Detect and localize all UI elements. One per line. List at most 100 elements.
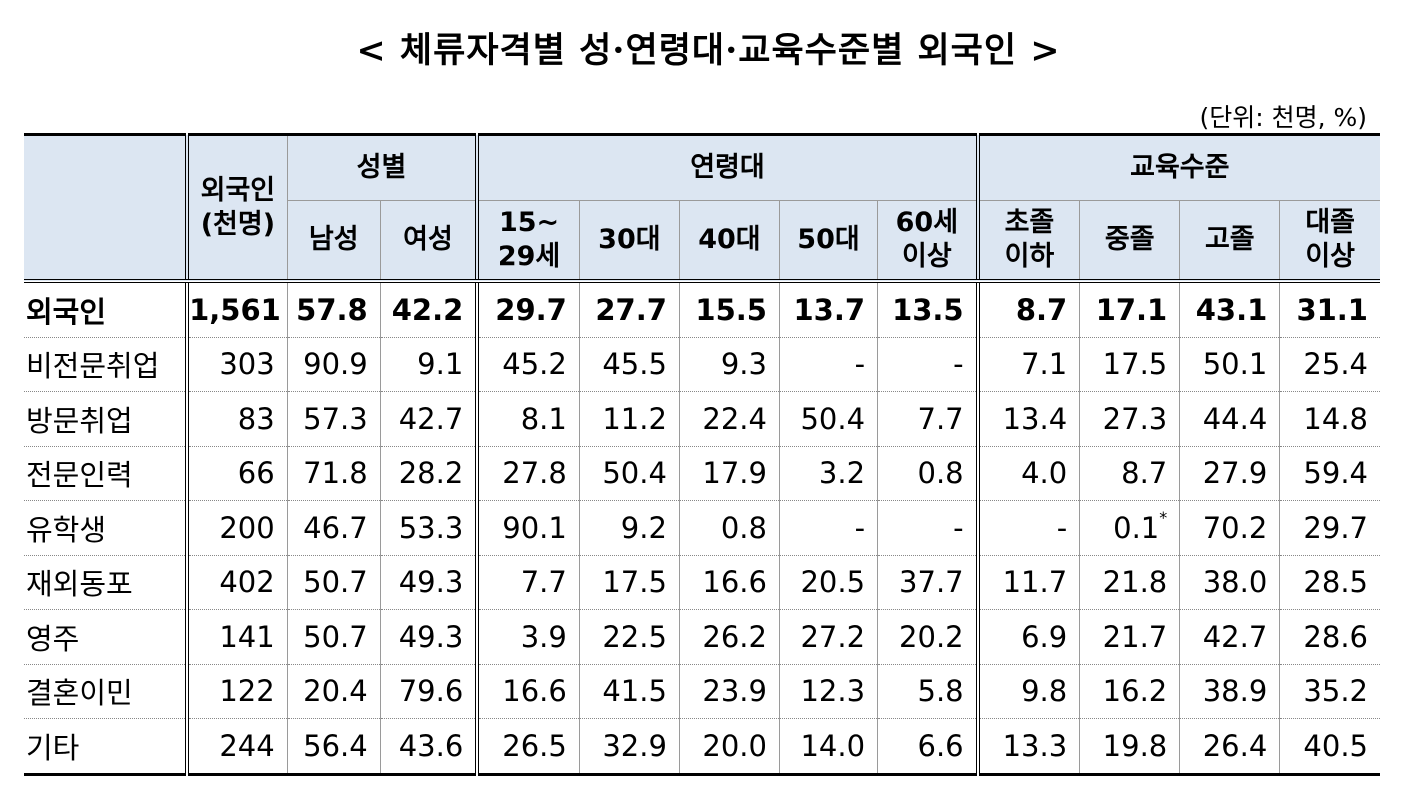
table-row: 재외동포 402 50.7 49.3 7.7 17.5 16.6 20.5 37.7 11.7 21… xyxy=(24,554,1380,610)
cell: 16.2 xyxy=(1079,663,1180,719)
cell: 11.2 xyxy=(578,391,680,446)
cell: - xyxy=(778,500,878,555)
cell: 20.5 xyxy=(778,554,878,610)
cell: 56.4 xyxy=(286,718,381,774)
cell: 4.0 xyxy=(975,445,1080,501)
header-line: 중졸 xyxy=(1104,224,1155,255)
cell: 27.2 xyxy=(778,609,878,664)
table-row: 기타 244 56.4 43.6 26.5 32.9 20.0 14.0 6.6 13.3 19.8… xyxy=(24,718,1380,774)
cell: 122 xyxy=(185,663,288,719)
cell: 303 xyxy=(185,336,288,392)
cell: 7.7 xyxy=(475,554,580,610)
header-line: 대졸 xyxy=(1305,207,1355,238)
cell: 22.5 xyxy=(578,609,680,664)
table-row: 외국인 1,561 57.8 42.2 29.7 27.7 15.5 13.7 13.5 8.7 1… xyxy=(24,281,1380,337)
cell: 38.9 xyxy=(1179,663,1280,719)
cell: 90.1 xyxy=(475,500,580,555)
cell: 16.6 xyxy=(678,554,780,610)
cell: 8.1 xyxy=(475,391,580,446)
cell: 1,561 xyxy=(185,281,288,337)
cell: 9.3 xyxy=(678,336,780,392)
cell: 27.3 xyxy=(1079,391,1180,446)
cell: 13.5 xyxy=(877,281,978,337)
cell: 17.9 xyxy=(678,445,780,501)
cell: 141 xyxy=(185,609,288,664)
header-line: 29세 xyxy=(497,241,561,272)
row-label: 기타 xyxy=(24,718,188,774)
cell: 7.1 xyxy=(975,336,1080,392)
cell: 11.7 xyxy=(975,554,1080,610)
column-header: 중졸 xyxy=(1079,200,1180,283)
cell: 6.9 xyxy=(975,609,1080,664)
group-header: 연령대 xyxy=(475,134,978,201)
cell: 6.6 xyxy=(877,718,978,774)
cell: 3.2 xyxy=(778,445,878,501)
header-line: 15~ xyxy=(498,207,560,238)
row-label: 방문취업 xyxy=(24,391,188,446)
row-label: 결혼이민 xyxy=(24,663,188,719)
row-label: 비전문취업 xyxy=(24,336,188,392)
header-row: 외국인 (천명) 성별 연령대 교육수준 xyxy=(24,134,1380,283)
title: < 체류자격별 성·연령대·교육수준별 외국인 > xyxy=(356,30,1061,71)
header-line: 고졸 xyxy=(1204,224,1255,255)
cell: 0.8 xyxy=(678,500,780,555)
row-label: 전문인력 xyxy=(24,445,188,501)
header-line: 30대 xyxy=(598,224,661,255)
cell: 37.7 xyxy=(877,554,978,610)
cell: 14.0 xyxy=(778,718,878,774)
cell: 70.2 xyxy=(1179,500,1280,555)
cell: 5.8 xyxy=(877,663,978,719)
cell: 13.3 xyxy=(975,718,1080,774)
cell: 21.8 xyxy=(1079,554,1180,610)
cell: 26.5 xyxy=(475,718,580,774)
cell: 38.0 xyxy=(1179,554,1280,610)
cell: 17.5 xyxy=(578,554,680,610)
header-row: 남성 여성 15~ 29세 30대 40대 50대 60세 이상 초졸 이하 중졸 고졸 대졸 이상 xyxy=(24,200,1380,283)
cell: 50.7 xyxy=(286,609,381,664)
column-header: 60세 이상 xyxy=(877,200,978,283)
column-header: 15~ 29세 xyxy=(475,200,580,283)
cell: 35.2 xyxy=(1279,663,1380,719)
cell: 42.2 xyxy=(379,281,478,337)
header-line: 외국인 xyxy=(200,174,276,206)
cell: 31.1 xyxy=(1279,281,1380,337)
cell: 200 xyxy=(185,500,288,555)
header-line: 남성 xyxy=(308,224,359,255)
table-row: 결혼이민 122 20.4 79.6 16.6 41.5 23.9 12.3 5.8 9.8 16.… xyxy=(24,663,1380,719)
cell: 19.8 xyxy=(1079,718,1180,774)
cell: 28.5 xyxy=(1279,554,1380,610)
unit-label: (단위: 천명, %) xyxy=(1199,103,1367,132)
cell: 15.5 xyxy=(678,281,780,337)
table-row: 영주 141 50.7 49.3 3.9 22.5 26.2 27.2 20.2 6.9 21.7 4… xyxy=(24,609,1380,664)
cell: 43.1 xyxy=(1179,281,1280,337)
group-header: 성별 xyxy=(286,134,478,201)
header-line: 이하 xyxy=(1004,241,1055,272)
cell: 46.7 xyxy=(286,500,381,555)
column-header: 고졸 xyxy=(1179,200,1280,283)
cell: 28.2 xyxy=(379,445,478,501)
cell: 8.7 xyxy=(1079,445,1180,501)
cell: - xyxy=(975,500,1080,555)
header-line: 이상 xyxy=(901,241,952,272)
cell: 8.7 xyxy=(975,281,1080,337)
cell-note-mark: * xyxy=(1159,508,1168,528)
cell: 20.4 xyxy=(286,663,381,719)
cell: 42.7 xyxy=(379,391,478,446)
header-line: 60세 xyxy=(895,207,959,238)
column-header: 40대 xyxy=(678,200,780,283)
cell: - xyxy=(877,500,978,555)
cell: 20.0 xyxy=(678,718,780,774)
header-line: 40대 xyxy=(698,224,761,255)
cell: 28.6 xyxy=(1279,609,1380,664)
cell: 7.7 xyxy=(877,391,978,446)
table-row: 비전문취업 303 90.9 9.1 45.2 45.5 9.3- -7.1 17.5 50.1 2… xyxy=(24,336,1380,392)
row-label: 재외동포 xyxy=(24,554,188,610)
cell: 13.7 xyxy=(778,281,878,337)
cell: 57.3 xyxy=(286,391,381,446)
cell: 17.1 xyxy=(1079,281,1180,337)
cell: - xyxy=(877,336,978,392)
total-header: 외국인 (천명) xyxy=(185,134,288,283)
row-label: 영주 xyxy=(24,609,188,664)
cell: 53.3 xyxy=(379,500,478,555)
